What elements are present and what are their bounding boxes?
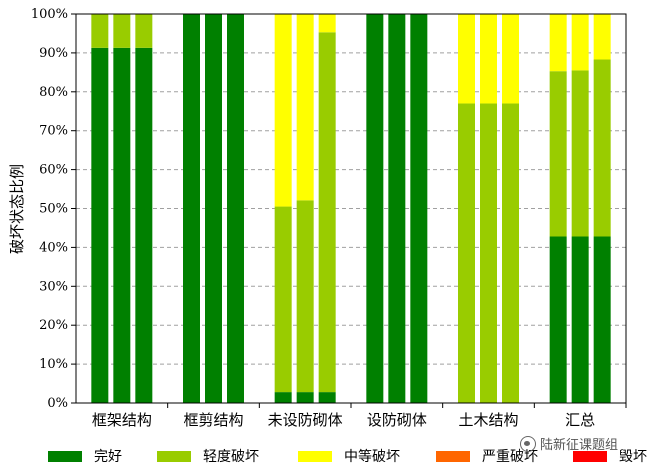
legend: 完好 轻度破坏 中等破坏 严重破坏 毁坏 — [0, 440, 663, 476]
bar-segment — [571, 236, 589, 403]
legend-label: 中等破坏 — [344, 449, 400, 465]
legend-item: 完好 — [48, 446, 122, 466]
y-tick-labels: 0% 10% 20% 30% 40% 50% 60% 70% 80% 90% 100% — [31, 7, 68, 411]
bar-segment — [318, 14, 336, 33]
bar-segment — [113, 47, 131, 404]
bar-segment — [593, 14, 611, 60]
legend-swatch — [48, 450, 82, 462]
bar-segment — [135, 14, 153, 48]
x-category-labels: 框架结构 框剪结构 未设防砌体 设防砌体 土木结构 汇总 — [92, 411, 595, 429]
bar-segment — [91, 14, 109, 48]
bar-segment — [502, 103, 519, 403]
axes — [71, 13, 627, 408]
bar-segment — [593, 59, 611, 237]
bar-segment — [135, 47, 153, 404]
y-tick-label: 0% — [47, 396, 68, 411]
legend-swatch — [298, 450, 332, 462]
bar-segment — [458, 103, 475, 403]
bar-segment — [571, 14, 589, 71]
y-tick-label: 20% — [39, 318, 68, 333]
y-tick-label: 30% — [39, 279, 68, 294]
watermark: 陆新征课题组 — [520, 434, 618, 453]
x-category-label: 土木结构 — [458, 411, 518, 429]
bar-segment — [318, 392, 336, 403]
bar-segment — [274, 206, 292, 393]
bar-segment — [458, 14, 475, 104]
bar-segment — [318, 32, 336, 393]
legend-label: 毁坏 — [619, 449, 647, 465]
bar-segment — [410, 14, 428, 403]
bar-segment — [91, 47, 109, 404]
y-axis-label: 破坏状态比例 — [8, 164, 26, 254]
y-tick-label: 50% — [39, 202, 68, 217]
y-tick-label: 90% — [39, 46, 68, 61]
watermark-text: 陆新征课题组 — [540, 438, 619, 453]
x-category-label: 框架结构 — [92, 411, 152, 429]
y-tick-label: 70% — [39, 124, 68, 139]
legend-swatch — [436, 450, 470, 462]
bar-segment — [549, 71, 567, 237]
wechat-logo-icon — [520, 435, 536, 452]
legend-item: 毁坏 — [573, 446, 647, 466]
bar-segment — [113, 14, 131, 48]
y-tick-label: 10% — [39, 357, 68, 372]
bar-segment — [388, 14, 406, 403]
bar-segment — [205, 14, 222, 403]
bar-segment — [480, 14, 497, 104]
y-tick-label: 40% — [39, 240, 68, 255]
legend-label: 完好 — [94, 449, 122, 465]
x-category-label: 设防砌体 — [367, 411, 427, 429]
bar-segment — [274, 14, 292, 207]
bar-segment — [502, 14, 519, 104]
bar-segment — [571, 70, 589, 237]
bar-segment — [296, 200, 314, 393]
bar-segment — [593, 236, 611, 403]
y-tick-label: 80% — [39, 85, 68, 100]
bar-segment — [183, 14, 200, 403]
legend-item: 轻度破坏 — [157, 446, 259, 466]
legend-swatch — [573, 450, 607, 462]
legend-swatch — [157, 450, 191, 462]
x-category-label: 汇总 — [565, 411, 595, 429]
legend-item: 中等破坏 — [298, 446, 400, 466]
legend-label: 严重破坏 — [482, 449, 538, 465]
legend-label: 轻度破坏 — [203, 449, 259, 465]
x-category-label: 框剪结构 — [183, 411, 243, 429]
bar-segment — [480, 103, 497, 403]
bar-segment — [274, 392, 292, 403]
bar-segment — [296, 392, 314, 403]
gridlines — [76, 52, 626, 365]
bar-segment — [296, 14, 314, 201]
y-tick-label: 100% — [31, 7, 68, 22]
y-tick-label: 60% — [39, 163, 68, 178]
legend-item: 严重破坏 — [436, 446, 538, 466]
bar-segment — [549, 236, 567, 403]
bar-segment — [227, 14, 244, 403]
stacked-bar-chart: 0% 10% 20% 30% 40% 50% 60% 70% 80% 90% 100% 框架结构 框剪… — [8, 7, 627, 429]
bar-segment — [366, 14, 384, 403]
bars — [91, 14, 611, 404]
bar-segment — [549, 14, 567, 72]
plot-frame — [75, 13, 627, 404]
x-category-label: 未设防砌体 — [268, 411, 343, 429]
